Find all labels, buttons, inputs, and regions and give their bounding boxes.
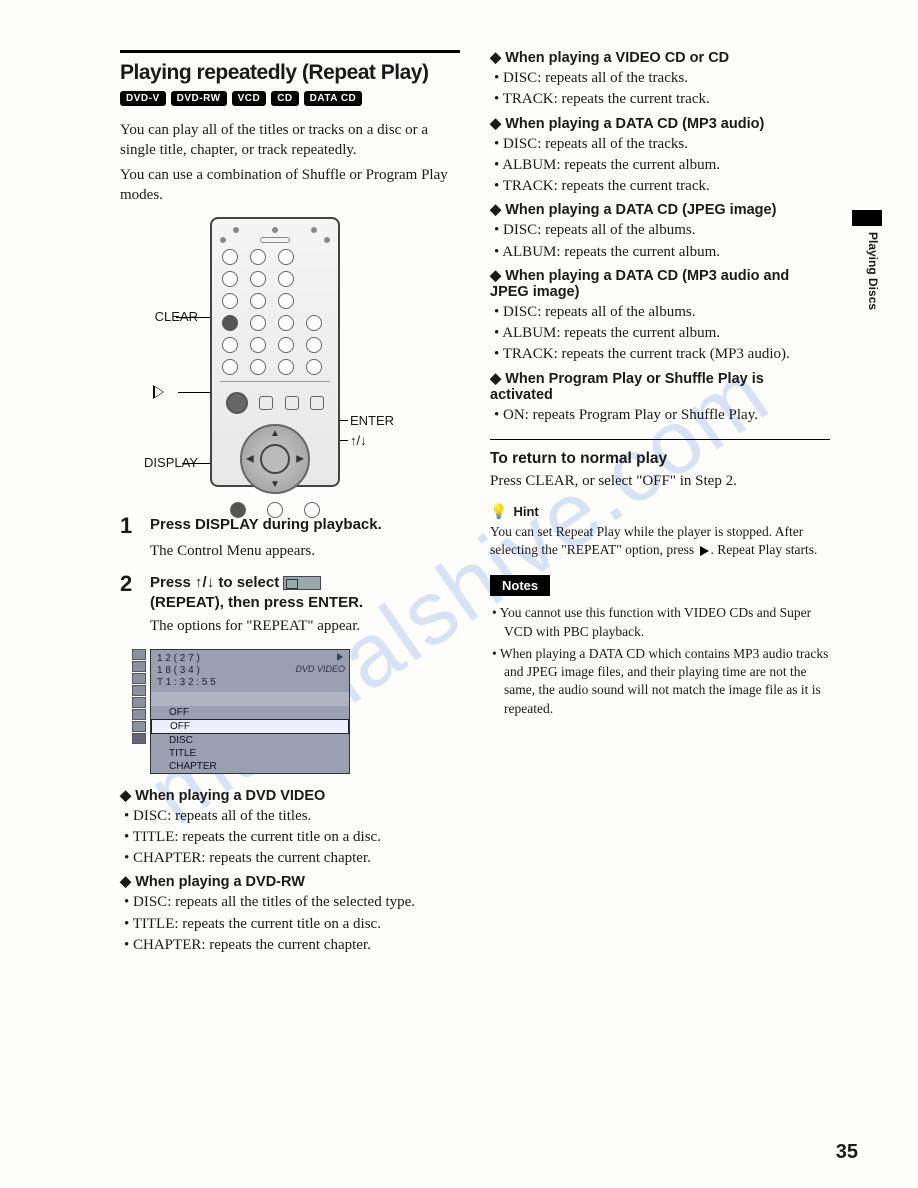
format-badges: DVD-V DVD-RW VCD CD DATA CD	[120, 91, 460, 106]
step-1-heading: Press DISPLAY during playback.	[150, 515, 382, 537]
step-2-text-a: Press ↑/↓ to select	[150, 574, 283, 591]
hint-heading: 💡 Hint	[490, 503, 830, 520]
subhead-program: When Program Play or Shuffle Play is act…	[490, 371, 830, 403]
list-item: ON: repeats Program Play or Shuffle Play…	[494, 405, 830, 425]
notes-heading: Notes	[490, 575, 550, 596]
step-2: 2 Press ↑/↓ to select (REPEAT), then pre…	[120, 573, 460, 612]
remote-label-arrows: ↑/↓	[350, 433, 367, 448]
section-title: Playing repeatedly (Repeat Play)	[120, 61, 460, 85]
list-item: CHAPTER: repeats the current chapter.	[124, 935, 460, 955]
subhead-both: When playing a DATA CD (MP3 audio and JP…	[490, 268, 830, 300]
right-column: When playing a VIDEO CD or CD DISC: repe…	[490, 50, 830, 956]
hint-text-b: . Repeat Play starts.	[711, 542, 818, 557]
list-item: DISC: repeats all of the titles.	[124, 806, 460, 826]
osd-play-icon	[337, 653, 343, 661]
step-2-sub: The options for "REPEAT" appear.	[150, 616, 460, 636]
subhead-dvdvideo: When playing a DVD VIDEO	[120, 788, 460, 804]
list-item: DISC: repeats all the titles of the sele…	[124, 892, 460, 912]
return-heading: To return to normal play	[490, 450, 830, 468]
remote-label-play-icon	[154, 383, 164, 401]
note-item: When playing a DATA CD which contains MP…	[492, 645, 830, 718]
list-item: TRACK: repeats the current track (MP3 au…	[494, 344, 830, 364]
remote-body: ▲ ▼ ◀ ▶	[210, 217, 340, 487]
list-mp3: DISC: repeats all of the tracks. ALBUM: …	[490, 134, 830, 197]
list-item: ALBUM: repeats the current album.	[494, 242, 830, 262]
bulb-icon: 💡	[490, 503, 507, 520]
hint-body: You can set Repeat Play while the player…	[490, 523, 830, 559]
remote-label-enter: ENTER	[350, 413, 394, 428]
notes-list: You cannot use this function with VIDEO …	[490, 604, 830, 717]
step-1: 1 Press DISPLAY during playback.	[120, 515, 460, 537]
osd-option-0: OFF	[151, 706, 349, 719]
list-item: TITLE: repeats the current title on a di…	[124, 827, 460, 847]
badge-dvdv: DVD-V	[120, 91, 166, 106]
osd-option-4: CHAPTER	[151, 760, 349, 773]
divider-rule	[490, 439, 830, 440]
intro-paragraph-2: You can use a combination of Shuffle or …	[120, 165, 460, 206]
list-item: DISC: repeats all of the tracks.	[494, 68, 830, 88]
step-2-number: 2	[120, 573, 140, 612]
step-1-sub: The Control Menu appears.	[150, 541, 460, 561]
list-item: DISC: repeats all of the albums.	[494, 220, 830, 240]
step-1-number: 1	[120, 515, 140, 537]
osd-option-2: DISC	[151, 734, 349, 747]
osd-screenshot: 1 2 ( 2 7 ) 1 8 ( 3 4 ) T 1 : 3 2 : 5 5 …	[150, 649, 350, 774]
remote-illustration: CLEAR DISPLAY ENTER ↑/↓	[120, 217, 460, 497]
subhead-dvdrw: When playing a DVD-RW	[120, 874, 460, 890]
step-2-heading-line2: (REPEAT), then press ENTER.	[150, 593, 363, 613]
subhead-vcd: When playing a VIDEO CD or CD	[490, 50, 830, 66]
osd-line3: T 1 : 3 2 : 5 5	[157, 677, 343, 689]
badge-cd: CD	[271, 91, 298, 106]
list-item: TRACK: repeats the current track.	[494, 176, 830, 196]
osd-option-3: TITLE	[151, 747, 349, 760]
repeat-icon	[283, 576, 321, 590]
list-item: DISC: repeats all of the tracks.	[494, 134, 830, 154]
title-rule	[120, 50, 460, 53]
list-item: ALBUM: repeats the current album.	[494, 323, 830, 343]
badge-dvdrw: DVD-RW	[171, 91, 227, 106]
list-item: DISC: repeats all of the albums.	[494, 302, 830, 322]
badge-vcd: VCD	[232, 91, 267, 106]
osd-option-1-selected: OFF	[151, 719, 349, 734]
list-dvdrw: DISC: repeats all the titles of the sele…	[120, 892, 460, 955]
list-both: DISC: repeats all of the albums. ALBUM: …	[490, 302, 830, 365]
subhead-mp3: When playing a DATA CD (MP3 audio)	[490, 116, 830, 132]
list-dvdvideo: DISC: repeats all of the titles. TITLE: …	[120, 806, 460, 869]
osd-dvd-video-label: DVD VIDEO	[295, 664, 345, 675]
list-item: TITLE: repeats the current title on a di…	[124, 914, 460, 934]
left-column: Playing repeatedly (Repeat Play) DVD-V D…	[120, 50, 460, 956]
hint-label: Hint	[513, 504, 538, 519]
intro-paragraph-1: You can play all of the titles or tracks…	[120, 120, 460, 161]
list-jpeg: DISC: repeats all of the albums. ALBUM: …	[490, 220, 830, 262]
list-item: TRACK: repeats the current track.	[494, 89, 830, 109]
play-icon	[700, 546, 709, 556]
list-program: ON: repeats Program Play or Shuffle Play…	[490, 405, 830, 425]
note-item: You cannot use this function with VIDEO …	[492, 604, 830, 640]
list-item: CHAPTER: repeats the current chapter.	[124, 848, 460, 868]
list-item: ALBUM: repeats the current album.	[494, 155, 830, 175]
page-number: 35	[836, 1141, 858, 1164]
badge-datacd: DATA CD	[304, 91, 363, 106]
step-2-heading-line1: Press ↑/↓ to select	[150, 573, 363, 593]
return-body: Press CLEAR, or select "OFF" in Step 2.	[490, 471, 830, 491]
subhead-jpeg: When playing a DATA CD (JPEG image)	[490, 202, 830, 218]
list-vcd: DISC: repeats all of the tracks. TRACK: …	[490, 68, 830, 110]
